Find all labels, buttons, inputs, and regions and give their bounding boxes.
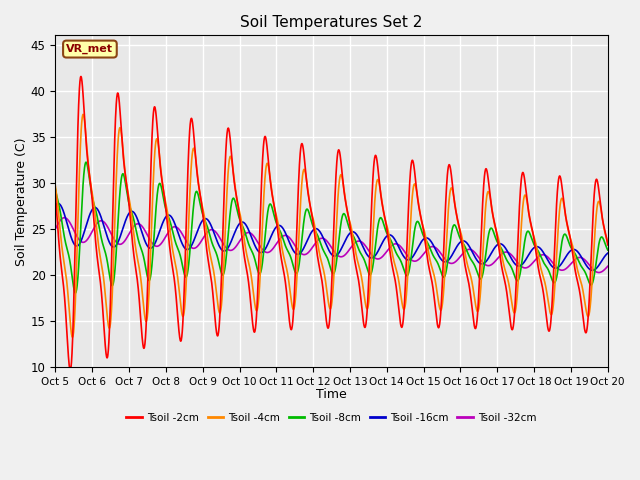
Tsoil -16cm — [348, 229, 355, 235]
Tsoil -2cm — [206, 267, 214, 273]
Tsoil -32cm — [360, 241, 367, 247]
Tsoil -8cm — [493, 237, 500, 243]
Title: Soil Temperatures Set 2: Soil Temperatures Set 2 — [241, 15, 423, 30]
Line: Tsoil -8cm: Tsoil -8cm — [56, 162, 608, 293]
Tsoil -4cm — [556, 209, 563, 215]
Tsoil -2cm — [360, 322, 368, 328]
Tsoil -8cm — [72, 290, 79, 296]
Tsoil -16cm — [556, 264, 563, 269]
Line: Tsoil -32cm: Tsoil -32cm — [56, 218, 608, 273]
Tsoil -4cm — [493, 228, 500, 234]
Tsoil -32cm — [61, 215, 68, 221]
Tsoil -16cm — [54, 201, 62, 206]
Tsoil -2cm — [604, 242, 612, 248]
Tsoil -2cm — [52, 192, 60, 198]
Tsoil -2cm — [556, 173, 563, 179]
Tsoil -8cm — [360, 256, 368, 262]
Tsoil -32cm — [556, 266, 563, 272]
Tsoil -2cm — [571, 265, 579, 271]
Y-axis label: Soil Temperature (C): Soil Temperature (C) — [15, 137, 28, 265]
Tsoil -32cm — [604, 264, 612, 269]
X-axis label: Time: Time — [316, 388, 347, 401]
Tsoil -8cm — [82, 159, 90, 165]
Tsoil -8cm — [348, 231, 356, 237]
Tsoil -8cm — [52, 186, 60, 192]
Text: VR_met: VR_met — [67, 44, 113, 54]
Tsoil -16cm — [604, 250, 612, 256]
Tsoil -16cm — [571, 247, 579, 252]
Tsoil -16cm — [492, 243, 500, 249]
Tsoil -32cm — [52, 226, 60, 232]
Tsoil -16cm — [206, 220, 214, 226]
Tsoil -2cm — [493, 229, 500, 235]
Tsoil -4cm — [348, 228, 356, 233]
Tsoil -32cm — [206, 228, 214, 233]
Tsoil -4cm — [360, 290, 368, 296]
Tsoil -16cm — [589, 267, 596, 273]
Tsoil -4cm — [79, 111, 87, 117]
Tsoil -8cm — [556, 256, 563, 262]
Tsoil -32cm — [595, 270, 603, 276]
Tsoil -4cm — [68, 334, 76, 340]
Tsoil -32cm — [571, 257, 579, 263]
Line: Tsoil -16cm: Tsoil -16cm — [56, 204, 608, 270]
Tsoil -2cm — [348, 238, 356, 243]
Tsoil -16cm — [52, 203, 60, 209]
Tsoil -2cm — [67, 368, 74, 373]
Tsoil -8cm — [571, 251, 579, 256]
Tsoil -8cm — [604, 247, 612, 253]
Tsoil -32cm — [348, 244, 355, 250]
Tsoil -4cm — [571, 253, 579, 259]
Tsoil -4cm — [206, 251, 214, 256]
Tsoil -16cm — [360, 245, 367, 251]
Tsoil -8cm — [206, 233, 214, 239]
Line: Tsoil -2cm: Tsoil -2cm — [56, 76, 608, 371]
Tsoil -2cm — [77, 73, 84, 79]
Tsoil -32cm — [492, 257, 500, 263]
Legend: Tsoil -2cm, Tsoil -4cm, Tsoil -8cm, Tsoil -16cm, Tsoil -32cm: Tsoil -2cm, Tsoil -4cm, Tsoil -8cm, Tsoi… — [122, 409, 541, 427]
Tsoil -4cm — [604, 240, 612, 245]
Line: Tsoil -4cm: Tsoil -4cm — [56, 114, 608, 337]
Tsoil -4cm — [52, 183, 60, 189]
